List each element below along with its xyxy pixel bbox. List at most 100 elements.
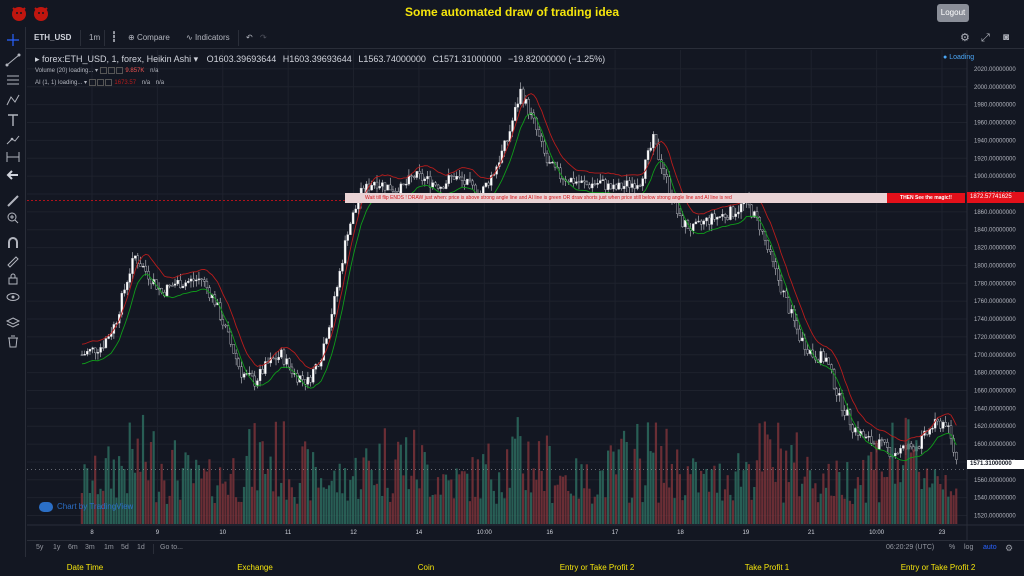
ruler-icon[interactable] bbox=[4, 192, 22, 208]
study-visibility-icon[interactable] bbox=[99, 66, 107, 74]
candle-body bbox=[466, 178, 469, 185]
legend-symbol[interactable]: forex:ETH_USD, 1, forex, Heikin Ashi bbox=[42, 54, 192, 64]
chart-style-icon[interactable]: ┇ bbox=[111, 32, 118, 43]
camera-icon[interactable]: ◙ bbox=[1003, 32, 1010, 43]
magnet-icon[interactable] bbox=[4, 235, 22, 251]
zoom-in-icon[interactable] bbox=[4, 210, 22, 226]
volume-bar bbox=[851, 503, 854, 524]
crosshair-icon[interactable] bbox=[4, 32, 22, 48]
trash-icon[interactable] bbox=[4, 333, 22, 349]
indicators-button[interactable]: ∿ Indicators bbox=[186, 31, 230, 45]
candle-body bbox=[418, 171, 421, 174]
volume-bar bbox=[638, 458, 642, 524]
chart-toolbar: ETH_USD 1m ┇ ⊕ Compare ∿ Indicators ↶ ↷ … bbox=[26, 27, 1024, 49]
lock-icon[interactable] bbox=[4, 271, 22, 287]
volume-bar bbox=[306, 449, 309, 524]
measure-icon[interactable] bbox=[4, 149, 22, 165]
volume-bar bbox=[649, 451, 652, 524]
text-tool-icon[interactable] bbox=[4, 112, 22, 128]
price-chart[interactable]: 2020.00000000 2000.00000000 1980.00000000 1… bbox=[27, 50, 1024, 558]
volume-bar bbox=[221, 483, 224, 524]
column-exchange: Exchange bbox=[237, 563, 273, 572]
volume-bar bbox=[713, 465, 716, 524]
volume-bar bbox=[723, 489, 727, 524]
candle-body bbox=[218, 302, 222, 320]
volume-bar bbox=[498, 472, 501, 524]
log-toggle[interactable]: log bbox=[964, 544, 974, 551]
volume-bar bbox=[405, 437, 408, 524]
range-1y[interactable]: 1y bbox=[53, 544, 61, 551]
candle-body bbox=[141, 265, 145, 268]
logout-button[interactable]: Logout bbox=[937, 4, 969, 22]
percent-toggle[interactable]: % bbox=[949, 544, 956, 551]
candle-body bbox=[633, 183, 636, 189]
volume-study-label[interactable]: Volume (20) loading... bbox=[35, 68, 94, 74]
utc-clock[interactable]: 06:20:29 (UTC) bbox=[886, 544, 935, 551]
tradingview-watermark[interactable]: Chart by TradingView bbox=[39, 502, 133, 512]
legend-dropdown-icon[interactable]: ▾ bbox=[193, 54, 199, 64]
volume-bar bbox=[155, 502, 158, 524]
chart-canvas[interactable]: 2020.00000000 2000.00000000 1980.00000000 1… bbox=[27, 50, 1024, 540]
study-dropdown-icon[interactable]: ▾ bbox=[84, 80, 88, 86]
volume-bar bbox=[484, 464, 487, 524]
eye-icon[interactable] bbox=[4, 289, 22, 305]
volume-bar bbox=[511, 436, 514, 524]
fullscreen-icon[interactable]: ⤢ bbox=[981, 32, 990, 44]
range-1m[interactable]: 1m bbox=[104, 544, 114, 551]
price-axis-label: 1560.00000000 bbox=[974, 478, 1016, 484]
chart-background bbox=[27, 50, 1024, 540]
symbol-search[interactable]: ETH_USD bbox=[34, 33, 72, 42]
study-remove-icon[interactable] bbox=[104, 78, 112, 86]
fib-retracement-icon[interactable] bbox=[4, 72, 22, 88]
range-1d[interactable]: 1d bbox=[137, 544, 145, 551]
candle-body bbox=[620, 182, 623, 189]
candle-body bbox=[410, 175, 413, 177]
range-5y[interactable]: 5y bbox=[36, 544, 44, 551]
auto-toggle[interactable]: auto bbox=[983, 544, 997, 551]
legend-toggle-icon[interactable]: ▸ bbox=[35, 54, 43, 64]
interval-selector[interactable]: 1m bbox=[89, 33, 101, 42]
goto-button[interactable]: Go to... bbox=[160, 544, 183, 551]
candle-body bbox=[423, 178, 427, 181]
volume-bar bbox=[436, 477, 440, 524]
volume-bar bbox=[373, 485, 376, 524]
range-3m[interactable]: 3m bbox=[85, 544, 95, 551]
study-settings-icon[interactable] bbox=[107, 66, 115, 74]
volume-bar bbox=[442, 474, 445, 524]
study-remove-icon[interactable] bbox=[115, 66, 123, 74]
volume-bar bbox=[912, 449, 915, 524]
candle-body bbox=[450, 175, 453, 177]
volume-bar bbox=[195, 459, 198, 524]
lock-drawing-icon[interactable] bbox=[4, 253, 22, 269]
forecast-icon[interactable] bbox=[4, 132, 22, 148]
back-arrow-icon[interactable] bbox=[4, 167, 22, 183]
compare-button[interactable]: ⊕ Compare bbox=[128, 31, 170, 45]
time-axis-label: 9 bbox=[156, 530, 160, 536]
volume-bar bbox=[407, 489, 410, 524]
pattern-icon[interactable] bbox=[4, 92, 22, 108]
volume-bar bbox=[205, 471, 208, 524]
volume-bar bbox=[381, 495, 384, 524]
range-5d[interactable]: 5d bbox=[121, 544, 129, 551]
compare-label: Compare bbox=[136, 33, 170, 42]
redo-icon[interactable]: ↷ bbox=[260, 33, 267, 42]
study-settings-icon[interactable] bbox=[96, 78, 104, 86]
trend-line-icon[interactable] bbox=[4, 52, 22, 68]
ai-study-label[interactable]: AI (1, 1) loading... bbox=[35, 80, 83, 86]
range-6m[interactable]: 6m bbox=[68, 544, 78, 551]
candle-body bbox=[338, 270, 341, 288]
candle-body bbox=[798, 328, 801, 341]
volume-bar bbox=[572, 495, 575, 524]
volume-bar bbox=[250, 486, 254, 524]
candle-body bbox=[785, 290, 788, 298]
volume-bar bbox=[553, 485, 557, 524]
volume-bar bbox=[474, 496, 477, 524]
scale-settings-gear-icon[interactable]: ⚙ bbox=[1005, 543, 1014, 553]
study-dropdown-icon[interactable]: ▾ bbox=[95, 68, 99, 74]
study-visibility-icon[interactable] bbox=[88, 78, 96, 86]
undo-icon[interactable]: ↶ bbox=[246, 33, 253, 42]
candle-body bbox=[569, 177, 573, 183]
candle-body bbox=[428, 176, 432, 188]
settings-gear-icon[interactable]: ⚙ bbox=[960, 32, 970, 44]
layers-icon[interactable] bbox=[4, 315, 22, 331]
